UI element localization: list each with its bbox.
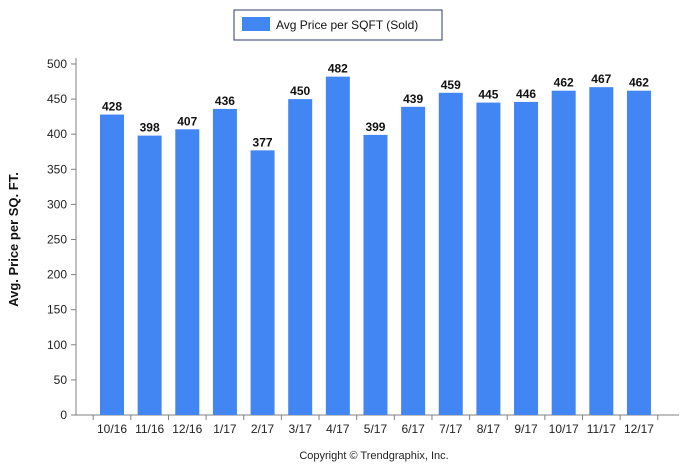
x-tick-label: 8/17 — [477, 422, 501, 436]
bar — [175, 129, 200, 415]
x-tick-label: 6/17 — [401, 422, 425, 436]
bar — [401, 106, 426, 416]
data-label: 399 — [365, 120, 385, 134]
data-label: 462 — [629, 76, 649, 90]
bar — [514, 101, 539, 416]
bar — [626, 90, 651, 416]
legend: Avg Price per SQFT (Sold) — [233, 9, 443, 41]
y-tick-label: 350 — [47, 162, 67, 176]
x-tick-label: 12/16 — [172, 422, 202, 436]
y-tick-label: 0 — [60, 408, 67, 422]
x-tick-label: 4/17 — [326, 422, 350, 436]
value-labels: 428 398 407 436 377 450 482 399 439 459 445 446 462 4… — [102, 62, 649, 150]
y-tick-label: 450 — [47, 92, 67, 106]
data-label: 407 — [177, 114, 197, 128]
x-tick-label: 2/17 — [251, 422, 275, 436]
x-tick-label: 12/17 — [624, 422, 654, 436]
y-tick-label: 500 — [47, 57, 67, 71]
data-label: 450 — [290, 84, 310, 98]
legend-label: Avg Price per SQFT (Sold) — [276, 18, 418, 32]
data-label: 446 — [516, 87, 536, 101]
bar — [325, 76, 350, 416]
data-label: 436 — [215, 94, 235, 108]
y-tick-label: 300 — [47, 197, 67, 211]
x-axis: 10/16 11/16 12/16 1/17 2/17 3/17 4/17 5/17 6/17 7… — [76, 414, 679, 436]
bar — [363, 134, 388, 416]
y-tick-label: 100 — [47, 338, 67, 352]
bar — [476, 102, 501, 416]
data-label: 439 — [403, 92, 423, 106]
x-tick-label: 1/17 — [213, 422, 237, 436]
x-tick-label: 11/16 — [135, 422, 164, 436]
data-label: 467 — [591, 72, 611, 86]
x-tick-label: 10/17 — [549, 422, 579, 436]
x-tick-label: 7/17 — [439, 422, 463, 436]
y-axis: 0 50 100 150 200 250 300 350 400 450 500 — [47, 57, 77, 422]
data-label: 482 — [328, 62, 348, 76]
bar — [212, 108, 237, 415]
legend-swatch — [242, 17, 270, 31]
data-label: 377 — [253, 135, 273, 149]
bar — [137, 135, 162, 415]
bars — [100, 76, 651, 416]
y-tick-label: 200 — [47, 268, 67, 282]
data-label: 459 — [441, 78, 461, 92]
y-axis-label: Avg. Price per SQ. FT. — [6, 172, 21, 307]
x-tick-label: 11/17 — [587, 422, 616, 436]
bar — [551, 90, 576, 416]
data-label: 398 — [140, 121, 160, 135]
y-tick-label: 400 — [47, 127, 67, 141]
x-tick-label: 9/17 — [514, 422, 538, 436]
x-tick-label: 5/17 — [364, 422, 388, 436]
y-tick-label: 50 — [54, 373, 68, 387]
data-label: 445 — [478, 88, 498, 102]
y-tick-label: 150 — [47, 303, 67, 317]
copyright-text: Copyright © Trendgraphix, Inc. — [299, 450, 448, 462]
x-tick-label: 3/17 — [289, 422, 313, 436]
y-tick-label: 250 — [47, 233, 67, 247]
bar — [288, 99, 313, 415]
data-label: 462 — [554, 76, 574, 90]
bar — [438, 92, 463, 416]
data-label: 428 — [102, 100, 122, 114]
bar — [250, 150, 275, 415]
bar — [100, 114, 124, 415]
bar — [589, 87, 614, 415]
x-tick-label: 10/16 — [97, 422, 127, 436]
